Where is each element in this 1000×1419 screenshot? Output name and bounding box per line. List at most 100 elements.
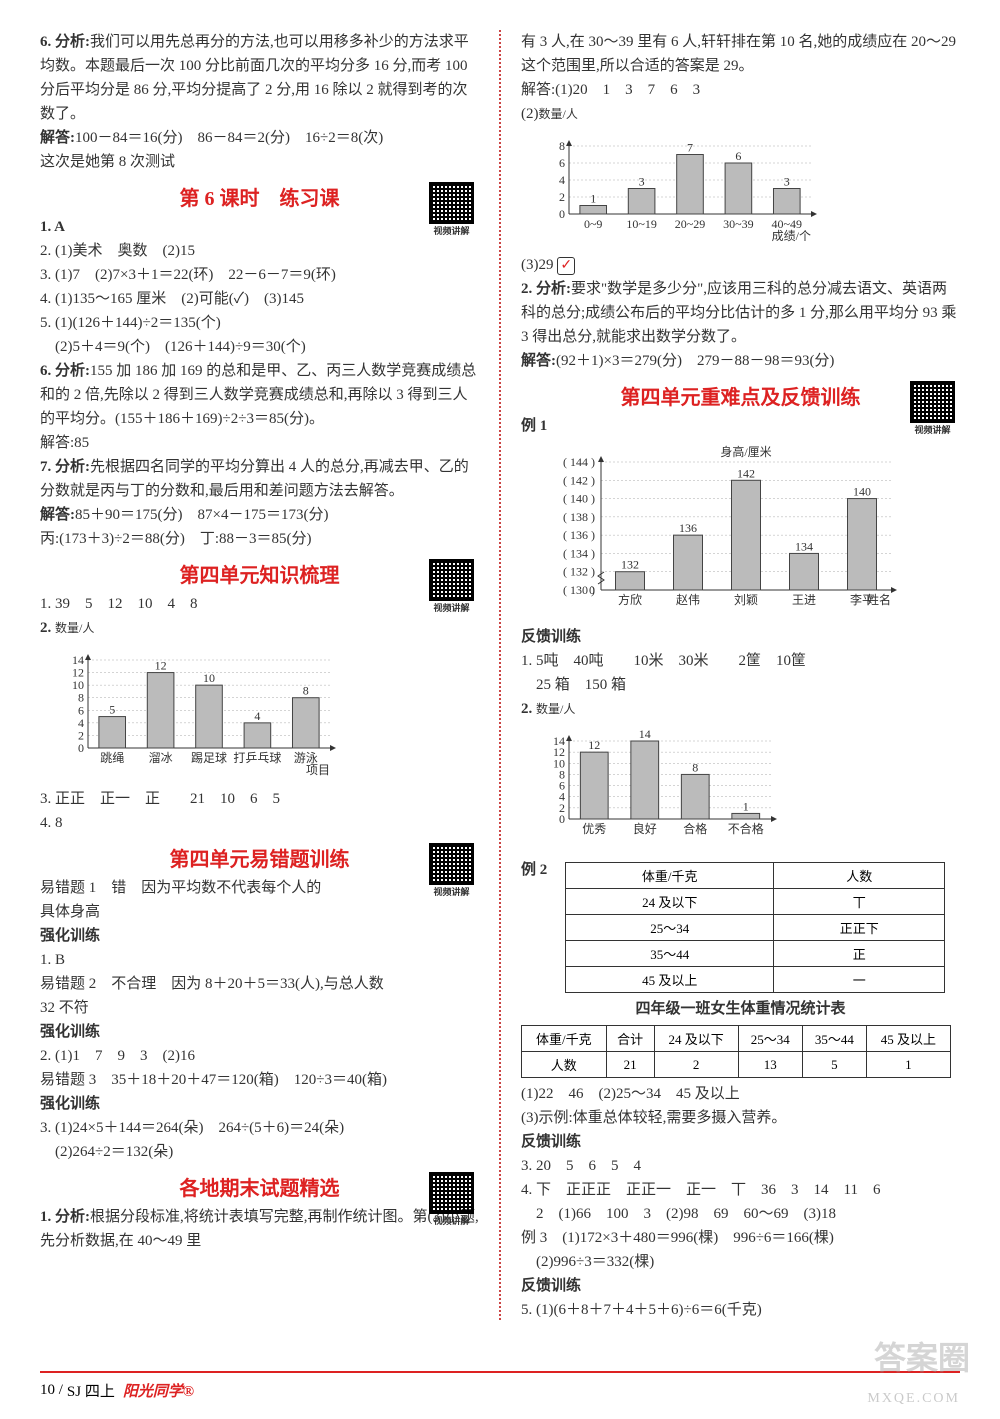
svg-text:10: 10 <box>203 671 215 685</box>
u4e-s1a: 1. B <box>40 948 479 972</box>
svg-text:打乒乓球: 打乒乓球 <box>233 751 281 765</box>
svg-text:王进: 王进 <box>792 593 816 607</box>
q6-sol2: 这次是她第 8 次测试 <box>40 150 479 174</box>
u4e-e1b: 具体身高 <box>40 900 479 924</box>
l6-a6sol: 解答:85 <box>40 431 479 455</box>
svg-text:142: 142 <box>737 466 755 480</box>
svg-text:( 144 ): ( 144 ) <box>563 455 595 469</box>
svg-text:140: 140 <box>853 485 871 499</box>
svg-text:( 136 ): ( 136 ) <box>563 528 595 542</box>
svg-text:身高/厘米: 身高/厘米 <box>720 444 771 459</box>
u4e-s1: 强化训练 <box>40 924 479 948</box>
qr-icon <box>910 381 955 423</box>
l6-a7: 7. 分析:先根据四名同学的平均分算出 4 人的总分,再减去甲、乙的分数就是丙与… <box>40 455 479 503</box>
fb3: 反馈训练 <box>521 1274 960 1298</box>
section-unit4err: 第四单元易错题训练 视频讲解 <box>40 843 479 872</box>
svg-text:8: 8 <box>559 139 565 153</box>
u4e-e2b: 32 不符 <box>40 996 479 1020</box>
u4e-s2a: 2. (1)1 7 9 3 (2)16 <box>40 1044 479 1068</box>
svg-text:0: 0 <box>78 741 84 755</box>
svg-text:6: 6 <box>735 149 741 163</box>
u4r-a1: 1. 39 5 12 10 4 8 <box>40 592 479 616</box>
check-icon: ✓ <box>557 257 575 275</box>
u4e-s3b: (2)264÷2＝132(朵) <box>40 1140 479 1164</box>
l6-a3: 3. (1)7 (2)7×3＋1＝22(环) 22－6－7＝9(环) <box>40 263 479 287</box>
qr-exam[interactable]: 视频讲解 <box>424 1172 479 1227</box>
svg-text:5: 5 <box>109 703 115 717</box>
qr-icon <box>429 1172 474 1214</box>
column-divider <box>499 30 501 1320</box>
left-column: 6. 分析:我们可以用先总再分的方法,也可以用移多补少的方法求平均数。本题最后一… <box>40 30 479 1320</box>
chart2: 0246810121412优秀14良好8合格1不合格 <box>541 727 960 852</box>
right-column: 有 3 人,在 30～39 里有 6 人,轩轩排在第 10 名,她的成绩应在 2… <box>521 30 960 1320</box>
page-number: 10 / <box>40 1382 63 1399</box>
svg-text:10~19: 10~19 <box>626 217 657 231</box>
qr-lesson6[interactable]: 视频讲解 <box>424 182 479 237</box>
fb1a: 1. 5吨 40吨 10米 30米 2筐 10筐 <box>521 649 960 673</box>
cont-line1: 有 3 人,在 30～39 里有 6 人,轩轩排在第 10 名,她的成绩应在 2… <box>521 30 960 78</box>
l6-a4: 4. (1)135～165 厘米 (2)可能(✓) (3)145 <box>40 287 479 311</box>
svg-text:4: 4 <box>78 716 84 730</box>
svg-text:刘颖: 刘颖 <box>734 593 758 607</box>
qr-unit4err[interactable]: 视频讲解 <box>424 843 479 898</box>
u4r-a3: 3. 正正 正一 正 21 10 6 5 <box>40 787 479 811</box>
svg-text:6: 6 <box>78 703 84 717</box>
l6-a5a: 5. (1)(126＋144)÷2＝135(个) <box>40 311 479 335</box>
svg-text:姓名: 姓名 <box>867 592 891 607</box>
svg-text:6: 6 <box>559 156 565 170</box>
fb2a: 3. 20 5 6 5 4 <box>521 1154 960 1178</box>
fb3a: 5. (1)(6＋8＋7＋4＋5＋6)÷6＝6(千克) <box>521 1298 960 1322</box>
svg-text:溜冰: 溜冰 <box>149 750 173 765</box>
svg-text:4: 4 <box>254 709 260 723</box>
svg-text:( 134 ): ( 134 ) <box>563 546 595 560</box>
fb1b: 25 箱 150 箱 <box>521 673 960 697</box>
ex2a: (1)22 46 (2)25～34 45 及以上 <box>521 1082 960 1106</box>
l6-a6: 6. 分析:155 加 186 加 169 的总和是甲、乙、丙三人数学竞赛成绩总… <box>40 359 479 431</box>
svg-text:( 132 ): ( 132 ) <box>563 565 595 579</box>
svg-text:赵伟: 赵伟 <box>676 593 700 607</box>
svg-text:成绩/个: 成绩/个 <box>772 229 811 242</box>
ex2b: (3)示例:体重总体较轻,需要多摄入营养。 <box>521 1106 960 1130</box>
svg-text:8: 8 <box>303 684 309 698</box>
svg-text:20~29: 20~29 <box>675 217 706 231</box>
u4r-chart: 024681012145跳绳12溜冰10踢足球4打乒乓球8游泳项目 <box>60 646 479 781</box>
page: 6. 分析:我们可以用先总再分的方法,也可以用移多补少的方法求平均数。本题最后一… <box>0 0 1000 1419</box>
u4e-s3a: 3. (1)24×5＋144＝264(朵) 264÷(5＋6)＝24(朵) <box>40 1116 479 1140</box>
u4e-e2a: 易错题 2 不合理 因为 8＋20＋5＝33(人),与总人数 <box>40 972 479 996</box>
qr-unit4rev[interactable]: 视频讲解 <box>424 559 479 614</box>
svg-text:( 138 ): ( 138 ) <box>563 510 595 524</box>
section-lesson6: 第 6 课时 练习课 视频讲解 <box>40 182 479 211</box>
svg-text:( 140 ): ( 140 ) <box>563 492 595 506</box>
svg-text:7: 7 <box>687 141 693 155</box>
svg-text:3: 3 <box>639 175 645 189</box>
qr-icon <box>429 182 474 224</box>
svg-text:合格: 合格 <box>683 821 707 836</box>
q6-sol: 解答:100－84＝16(分) 86－84＝2(分) 16÷2＝8(次) <box>40 126 479 150</box>
q6-label: 6. 分析: <box>40 34 90 50</box>
l6-a1: 1. A <box>40 215 479 239</box>
ex2-table1: 体重/千克人数24 及以下丅25～34正正下35～44正45 及以上一 <box>565 862 945 993</box>
rq2: 2. 分析:要求"数学是多少分",应该用三科的总分减去语文、英语两科的总分;成绩… <box>521 277 960 349</box>
svg-text:12: 12 <box>588 738 600 752</box>
qr-icon <box>429 843 474 885</box>
svg-text:3: 3 <box>784 175 790 189</box>
q6-text: 6. 分析:我们可以用先总再分的方法,也可以用移多补少的方法求平均数。本题最后一… <box>40 30 479 126</box>
ex1-label: 例 1 <box>521 414 960 438</box>
qr-unit4diff[interactable]: 视频讲解 <box>905 381 960 436</box>
page-footer: 10 / SJ 四上 阳光同学® <box>40 1371 960 1401</box>
svg-text:132: 132 <box>621 558 639 572</box>
svg-text:2: 2 <box>559 190 565 204</box>
exam-a1: 1. 分析:根据分段标准,将统计表填写完整,再制作统计图。第(3)小题,先分析数… <box>40 1205 479 1253</box>
svg-text:良好: 良好 <box>633 821 657 836</box>
fb2: 反馈训练 <box>521 1130 960 1154</box>
fb1-label: 反馈训练 <box>521 625 960 649</box>
svg-text:跳绳: 跳绳 <box>100 751 124 765</box>
svg-text:踢足球: 踢足球 <box>191 751 227 765</box>
svg-text:134: 134 <box>795 539 813 553</box>
svg-text:1: 1 <box>743 799 749 813</box>
rq2-sol: 解答:(92＋1)×3＝279(分) 279－88－98＝93(分) <box>521 349 960 373</box>
table2-title: 四年级一班女生体重情况统计表 <box>521 997 960 1021</box>
fb2b: 4. 下 正正正 正正一 正一 丅 36 3 14 11 6 <box>521 1178 960 1202</box>
u4e-e1a: 易错题 1 错 因为平均数不代表每个人的 <box>40 876 479 900</box>
svg-text:项目: 项目 <box>306 763 330 776</box>
